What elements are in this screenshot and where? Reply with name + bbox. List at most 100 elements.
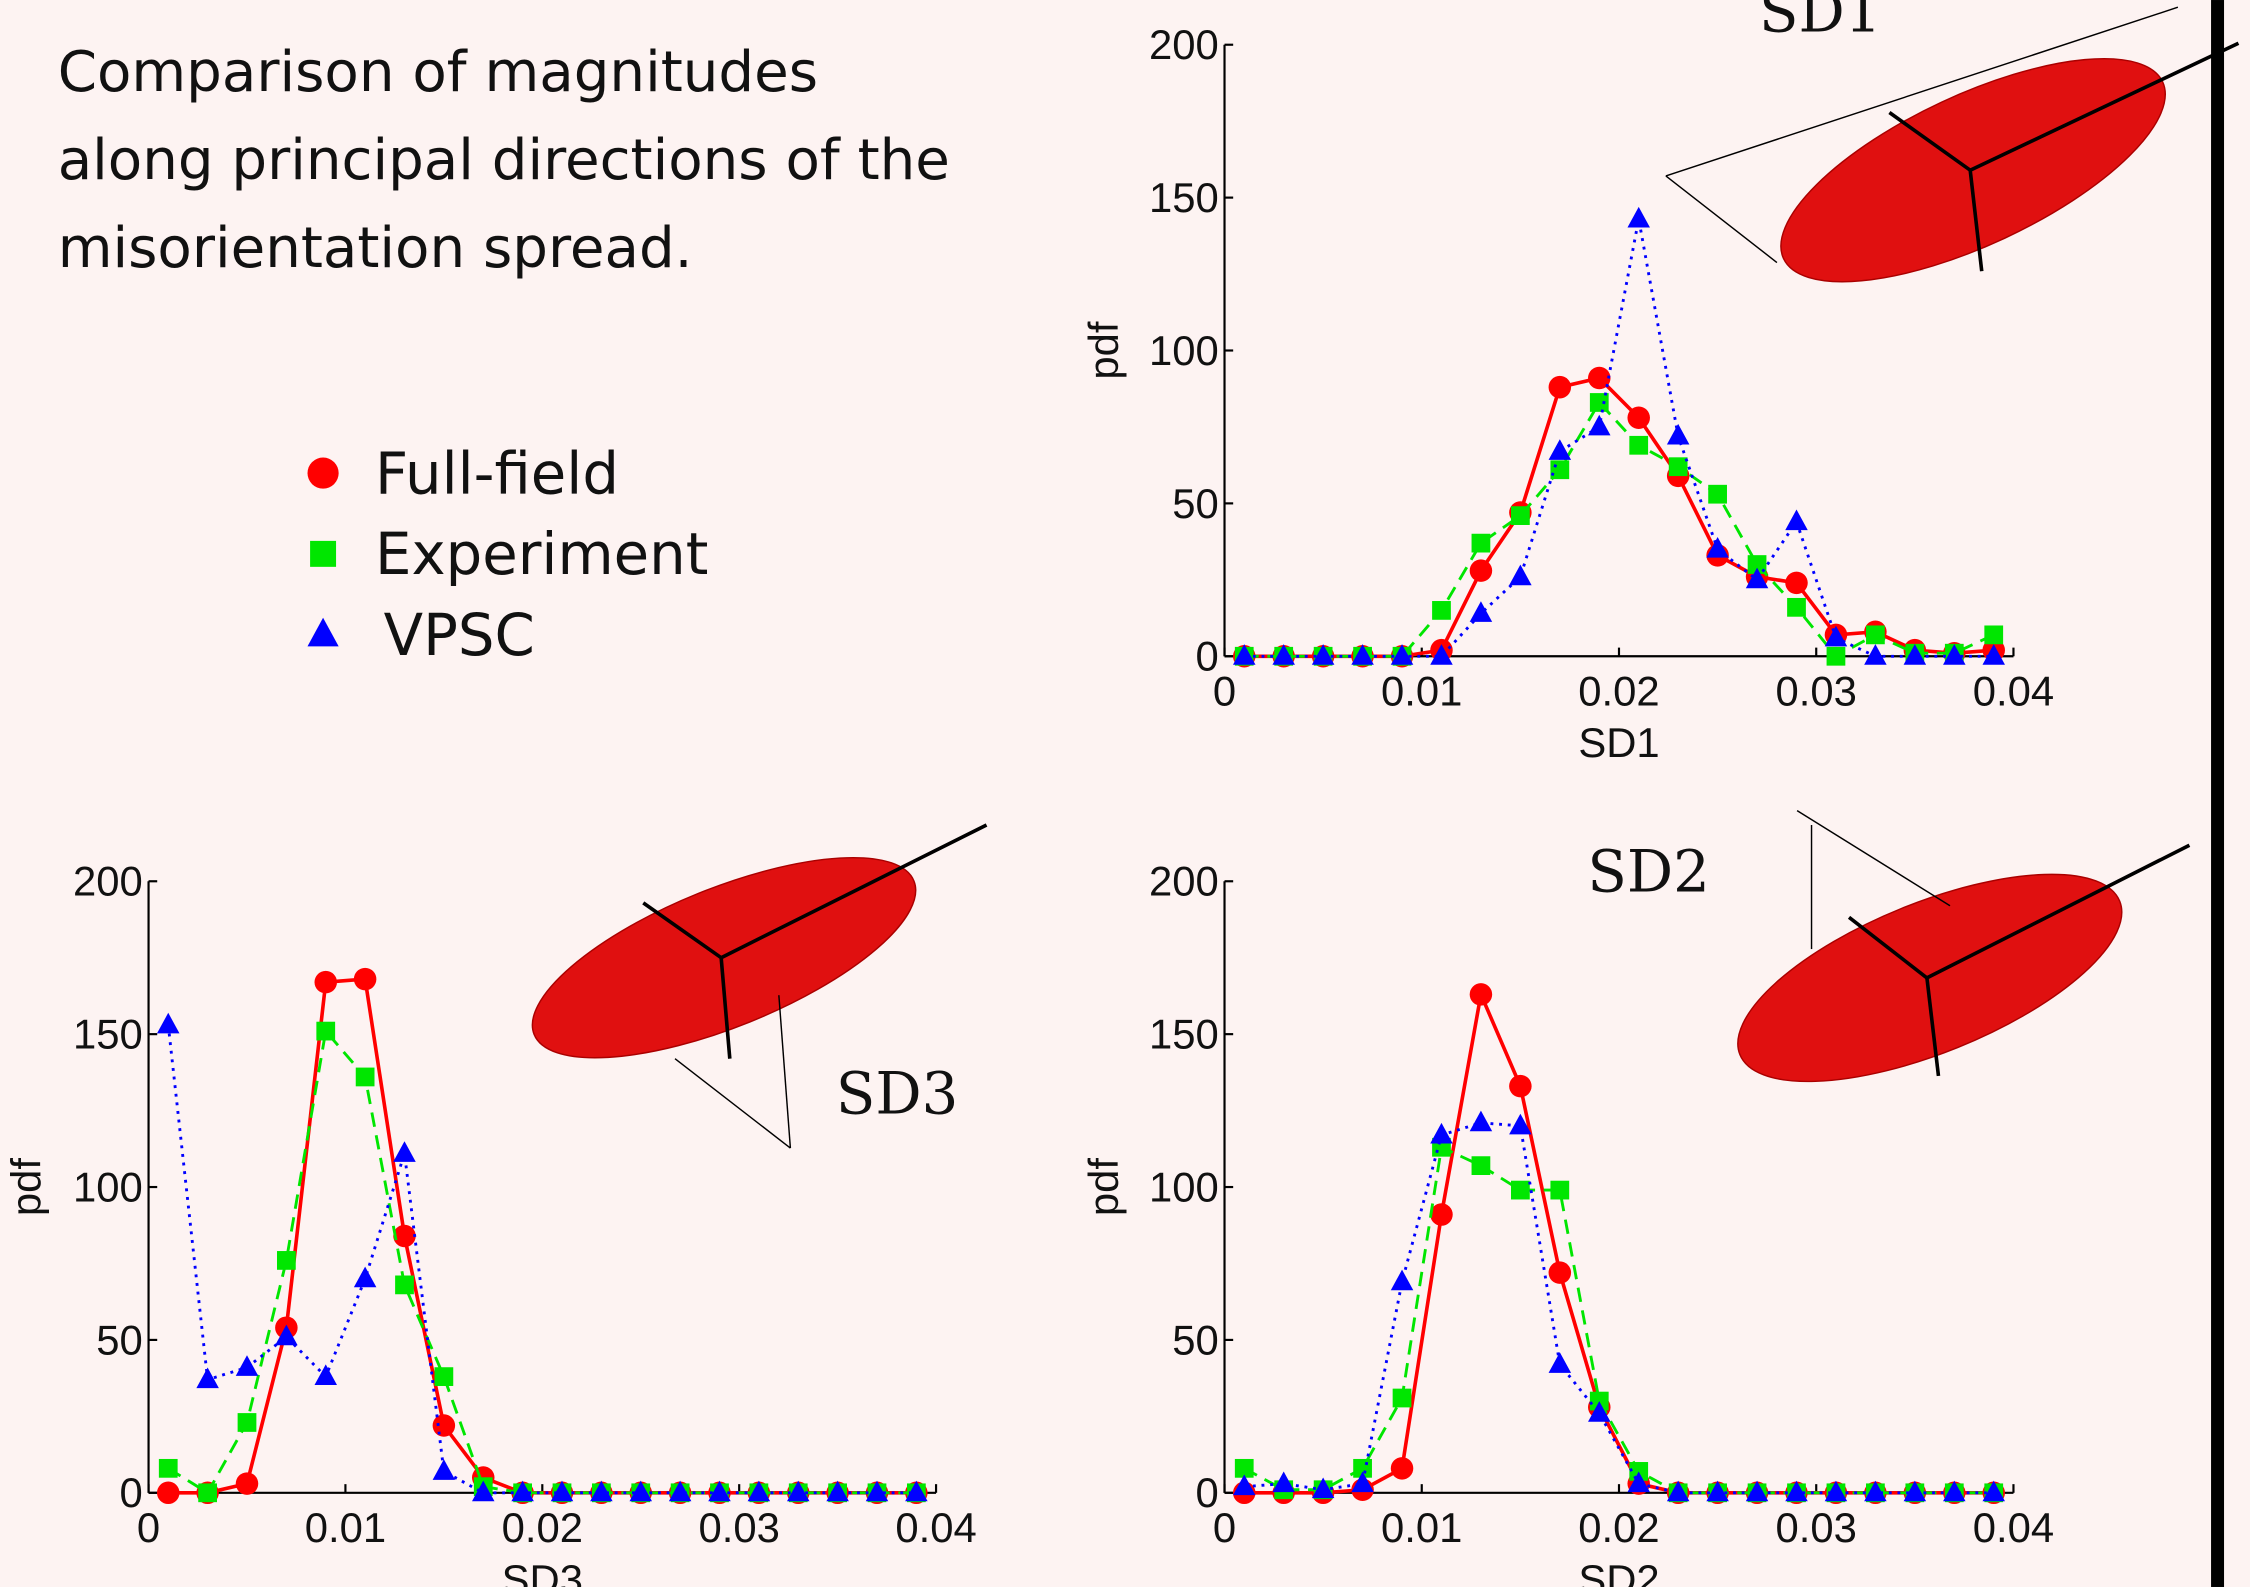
marker <box>310 540 337 567</box>
x-tick-label: 0.03 <box>1776 667 1857 714</box>
divider-bar <box>2211 0 2225 1587</box>
y-tick-label: 150 <box>1149 174 1219 221</box>
marker <box>1548 1261 1572 1284</box>
marker <box>1943 1480 1966 1502</box>
marker <box>1903 1480 1927 1502</box>
caption-line: Comparison of magnitudes <box>58 40 818 105</box>
marker <box>1390 644 1414 665</box>
marker <box>393 1224 416 1248</box>
marker <box>668 1480 692 1502</box>
marker <box>708 1480 731 1502</box>
x-tick-label: 0.01 <box>305 1504 386 1551</box>
marker <box>1785 509 1808 531</box>
marker <box>1824 625 1848 647</box>
marker <box>1432 601 1451 620</box>
marker <box>307 457 339 489</box>
marker <box>1550 1180 1570 1200</box>
marker <box>156 1481 180 1505</box>
y-tick-label: 0 <box>1195 633 1218 680</box>
marker <box>1232 644 1256 665</box>
ellipsoid-sd2 <box>1737 809 2191 1083</box>
series-line <box>1244 1121 1994 1495</box>
marker <box>865 1480 889 1502</box>
marker <box>1550 460 1570 480</box>
x-tick-label: 0.04 <box>1973 667 2054 714</box>
y-tick-label: 150 <box>1149 1011 1219 1058</box>
marker <box>1589 1391 1609 1411</box>
x-tick-label: 0 <box>1213 1504 1236 1551</box>
marker <box>1469 601 1493 622</box>
marker <box>275 1324 298 1346</box>
marker <box>393 1141 416 1162</box>
marker <box>1864 644 1887 665</box>
marker <box>1548 1352 1572 1373</box>
marker <box>1471 533 1491 553</box>
x-tick-label: 0.04 <box>1973 1504 2054 1551</box>
annotation: SD1 <box>1759 0 1881 46</box>
x-tick-label: 0.02 <box>502 1504 583 1551</box>
marker <box>1509 564 1532 586</box>
marker <box>355 1067 375 1087</box>
x-axis-label: SD1 <box>1578 719 1659 766</box>
marker <box>353 1266 377 1288</box>
marker <box>1469 1110 1493 1132</box>
marker <box>353 967 377 991</box>
marker <box>235 1355 259 1376</box>
marker <box>1903 644 1927 665</box>
marker <box>1982 1480 2005 1502</box>
marker <box>1826 646 1846 666</box>
y-tick-label: 0 <box>120 1469 143 1516</box>
marker <box>1627 206 1650 228</box>
marker <box>1471 1156 1491 1176</box>
marker <box>1234 1458 1254 1478</box>
marker <box>1588 1401 1611 1422</box>
y-tick-label: 100 <box>1149 1163 1219 1210</box>
marker <box>1629 1462 1649 1481</box>
x-tick-label: 0.02 <box>1578 667 1659 714</box>
marker <box>156 1012 180 1034</box>
ellipsoid-sd3 <box>531 823 988 1149</box>
y-axis-label: pdf <box>1080 1158 1127 1217</box>
x-axis-label: SD3 <box>502 1556 583 1587</box>
marker <box>432 1459 456 1480</box>
marker <box>1390 1269 1414 1291</box>
x-tick-label: 0.01 <box>1381 1504 1462 1551</box>
marker <box>1864 1480 1887 1502</box>
marker <box>1548 375 1572 399</box>
marker <box>1866 625 1885 645</box>
marker <box>590 1480 613 1502</box>
x-tick-label: 0.03 <box>1776 1504 1857 1551</box>
marker <box>1510 1180 1530 1200</box>
x-axis-label: SD2 <box>1578 1556 1659 1587</box>
marker <box>1469 983 1493 1006</box>
x-tick-label: 0.01 <box>1381 667 1462 714</box>
marker <box>1272 644 1295 665</box>
marker <box>1984 625 2004 645</box>
y-tick-label: 150 <box>73 1011 143 1058</box>
caption-line: misorientation spread. <box>58 216 693 281</box>
marker <box>1982 644 2005 665</box>
marker <box>1787 597 1806 617</box>
legend-label: Experiment <box>375 520 708 588</box>
marker <box>314 970 337 994</box>
marker <box>1510 506 1530 525</box>
marker <box>276 1251 296 1270</box>
marker <box>1708 484 1727 504</box>
marker <box>1392 1388 1412 1408</box>
legend-label: VPSC <box>384 601 535 669</box>
y-tick-label: 50 <box>96 1316 143 1363</box>
marker <box>550 1480 574 1502</box>
marker <box>1745 1480 1769 1502</box>
marker <box>432 1414 456 1437</box>
marker <box>1706 1480 1729 1502</box>
marker <box>1627 406 1650 430</box>
marker <box>1706 537 1729 558</box>
x-tick-label: 0 <box>137 1504 160 1551</box>
marker <box>1824 1480 1848 1502</box>
marker <box>395 1275 414 1295</box>
marker <box>1430 1203 1453 1226</box>
y-tick-label: 100 <box>1149 327 1219 374</box>
y-tick-label: 200 <box>1149 21 1219 68</box>
marker <box>1627 1471 1650 1493</box>
